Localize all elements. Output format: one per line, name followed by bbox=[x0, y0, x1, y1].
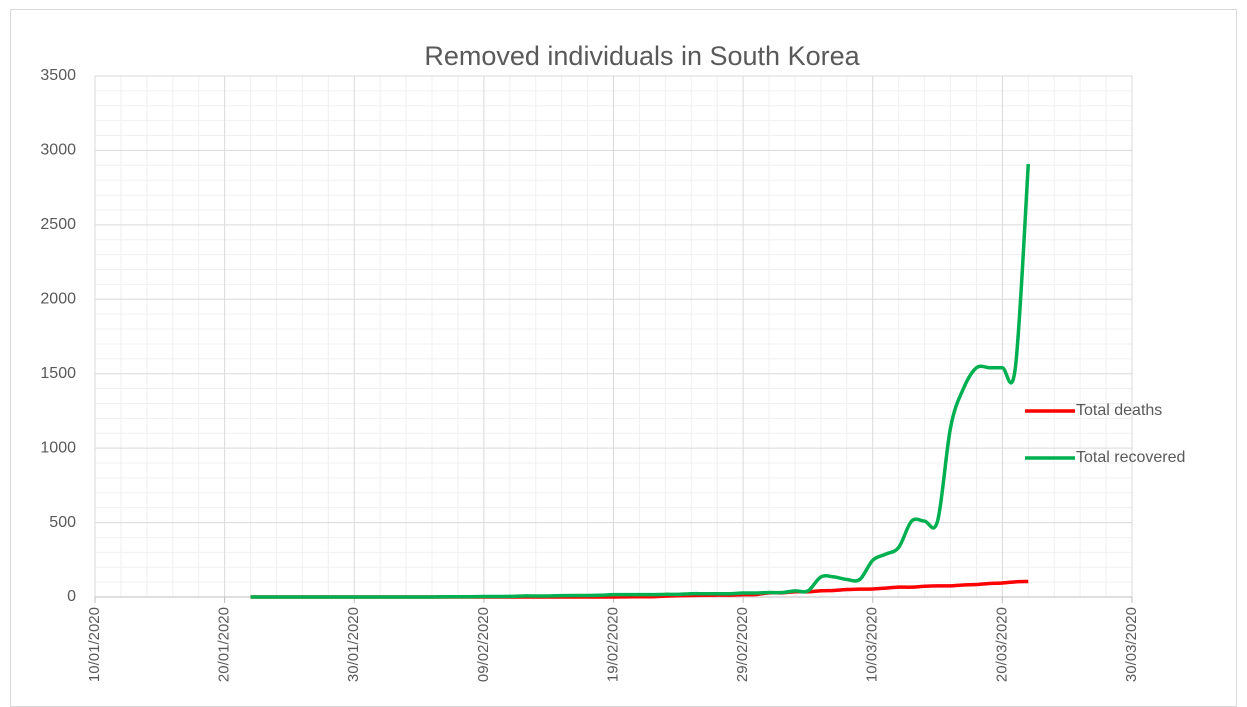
y-tick-label: 500 bbox=[49, 514, 76, 531]
y-tick-label: 2000 bbox=[40, 291, 76, 308]
x-tick-label: 09/02/2020 bbox=[475, 607, 492, 682]
x-tick-label: 10/01/2020 bbox=[86, 607, 103, 682]
y-tick-label: 3000 bbox=[40, 142, 76, 159]
y-tick-label: 1000 bbox=[40, 439, 76, 456]
x-tick-label: 20/01/2020 bbox=[216, 607, 233, 682]
y-tick-label: 2500 bbox=[40, 216, 76, 233]
x-tick-label: 29/02/2020 bbox=[734, 607, 751, 682]
y-tick-label: 1500 bbox=[40, 365, 76, 382]
series-line bbox=[250, 163, 1031, 599]
x-tick-label: 30/01/2020 bbox=[345, 607, 362, 682]
x-tick-label: 19/02/2020 bbox=[604, 607, 621, 682]
legend-label: Total deaths bbox=[1076, 402, 1162, 419]
y-tick-label: 0 bbox=[67, 588, 76, 605]
chart-title: Removed individuals in South Korea bbox=[424, 41, 860, 71]
x-tick-label: 20/03/2020 bbox=[993, 607, 1010, 682]
x-tick-label: 30/03/2020 bbox=[1123, 607, 1140, 682]
legend-label: Total recovered bbox=[1076, 449, 1185, 466]
chart-frame bbox=[10, 9, 1237, 707]
y-tick-label: 3500 bbox=[40, 67, 76, 84]
x-tick-label: 10/03/2020 bbox=[864, 607, 881, 682]
